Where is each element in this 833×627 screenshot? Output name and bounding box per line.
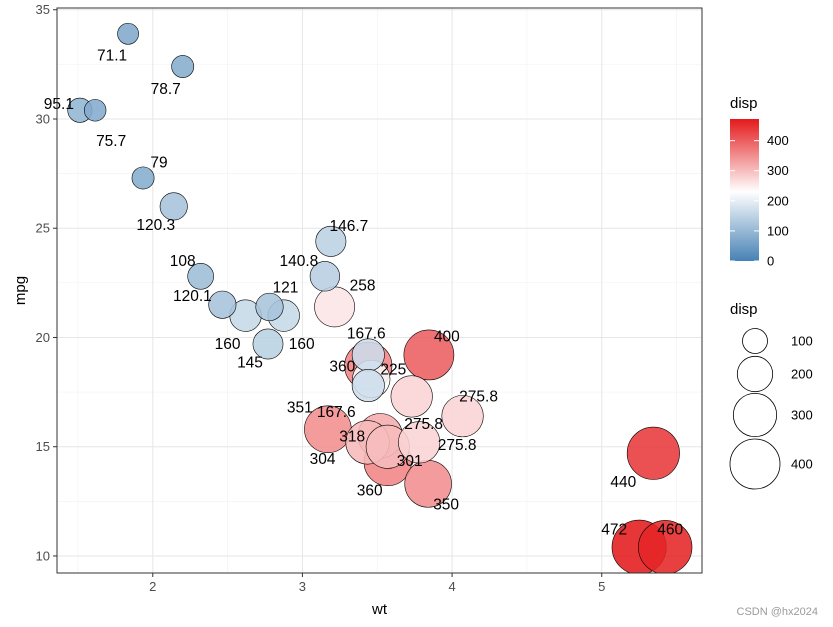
color-legend-label: 100 [767,223,789,238]
size-legend: disp 100 200 300 400 [729,301,813,490]
size-legend-label: 300 [791,408,813,423]
x-tick-label: 3 [299,579,306,594]
point-label: 360 [357,483,383,500]
color-legend-label: 200 [767,193,789,208]
data-point [403,329,455,381]
point-label: 79 [150,154,167,171]
data-point [252,328,284,360]
data-point [159,192,188,221]
watermark: CSDN @hx2024 [737,606,818,618]
point-label: 304 [310,451,336,468]
y-tick-label: 35 [36,2,50,17]
data-point [187,263,214,290]
color-legend-bar [730,119,759,261]
point-label: 108 [170,253,196,270]
color-legend: disp 0 100 200 300 400 [730,95,789,269]
point-label: 75.7 [96,133,126,150]
size-legend-key [736,355,774,393]
y-tick-label: 30 [36,111,50,126]
point-label: 121 [273,279,299,296]
grid-lines [57,8,702,573]
axes: 2 3 4 5 10 15 20 25 30 35 [36,2,606,594]
point-labels: 160 160 108 258 360 225 360 146.7 140.8 167.6 167.… [44,47,684,538]
point-label: 225 [380,361,406,378]
y-axis-title: mpg [12,276,29,305]
y-tick-label: 25 [36,221,50,236]
point-label: 140.8 [279,253,318,270]
data-point [131,166,155,190]
data-point [315,225,347,257]
point-label: 275.8 [404,416,443,433]
color-legend-label: 300 [767,163,789,178]
point-label: 350 [433,496,459,513]
point-label: 167.6 [347,325,386,342]
point-label: 167.6 [317,404,356,421]
point-label: 146.7 [329,218,368,235]
size-legend-key [729,438,781,490]
point-label: 71.1 [97,47,127,64]
point-label: 275.8 [438,437,477,454]
size-legend-key [742,328,768,354]
y-tick-label: 15 [36,439,50,454]
data-point [208,290,237,319]
size-legend-title: disp [730,301,758,318]
size-legend-label: 100 [791,334,813,349]
point-label: 301 [397,453,423,470]
point-label: 351 [287,400,313,417]
point-label: 160 [215,336,241,353]
x-tick-label: 5 [598,579,605,594]
data-point [441,395,484,438]
size-legend-key [732,392,778,438]
size-legend-label: 200 [791,367,813,382]
x-tick-label: 2 [149,579,156,594]
point-label: 440 [610,474,636,491]
point-label: 120.1 [173,288,212,305]
point-label: 160 [289,336,315,353]
point-label: 460 [657,522,683,539]
point-label: 400 [434,328,460,345]
point-label: 472 [601,522,627,539]
color-legend-label: 400 [767,133,789,148]
panel-border [56,7,703,574]
y-tick-label: 10 [36,548,50,563]
data-point [398,421,441,464]
x-tick-label: 4 [448,579,455,594]
color-legend-label: 0 [767,254,774,269]
data-point [309,261,341,292]
point-label: 275.8 [459,389,498,406]
data-point [255,292,284,321]
data-point [314,286,355,328]
data-point [351,369,385,403]
point-label: 120.3 [136,217,175,234]
x-axis-title: wt [371,601,388,618]
data-point [390,375,433,418]
data-point [638,520,693,573]
data-point [626,426,680,480]
point-label: 78.7 [151,81,181,98]
data-points [67,22,693,573]
point-label: 258 [350,277,376,294]
data-point [117,22,139,45]
point-label: 145 [237,355,263,372]
size-legend-label: 400 [791,457,813,472]
point-label: 318 [339,428,365,445]
point-label: 95.1 [44,96,74,113]
data-point [171,55,195,78]
y-tick-label: 20 [36,330,50,345]
point-label: 360 [329,358,355,375]
data-point [83,99,107,122]
color-legend-title: disp [730,95,758,112]
